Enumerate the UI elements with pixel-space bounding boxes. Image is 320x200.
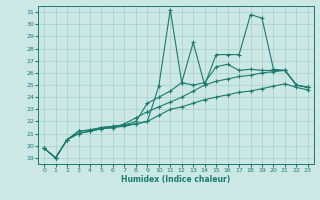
X-axis label: Humidex (Indice chaleur): Humidex (Indice chaleur) bbox=[121, 175, 231, 184]
